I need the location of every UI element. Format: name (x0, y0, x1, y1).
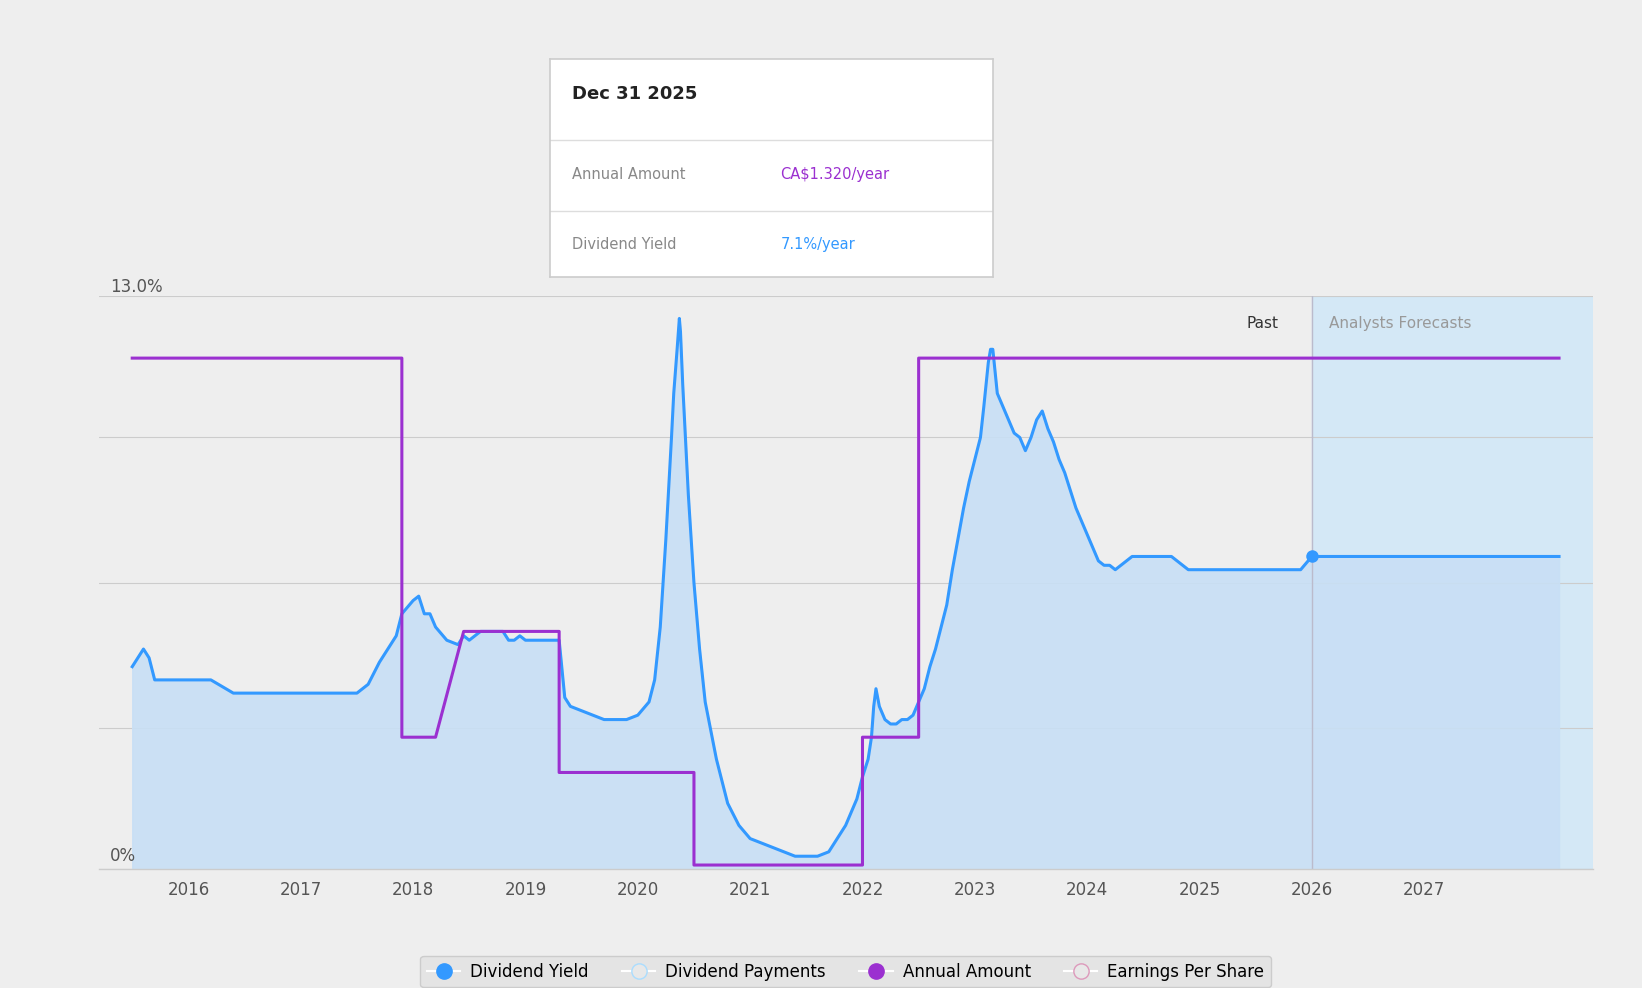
Text: Analysts Forecasts: Analysts Forecasts (1328, 316, 1471, 331)
Text: 0%: 0% (110, 847, 136, 865)
Bar (1312, 296, 1593, 869)
Text: CA$1.320/year: CA$1.320/year (780, 167, 890, 182)
Text: Dec 31 2025: Dec 31 2025 (573, 85, 698, 104)
Text: 13.0%: 13.0% (110, 279, 163, 296)
Text: 7.1%/year: 7.1%/year (780, 236, 855, 252)
Text: Annual Amount: Annual Amount (573, 167, 686, 182)
Legend: Dividend Yield, Dividend Payments, Annual Amount, Earnings Per Share: Dividend Yield, Dividend Payments, Annua… (420, 955, 1271, 987)
Text: Dividend Yield: Dividend Yield (573, 236, 677, 252)
Text: Past: Past (1246, 316, 1277, 331)
